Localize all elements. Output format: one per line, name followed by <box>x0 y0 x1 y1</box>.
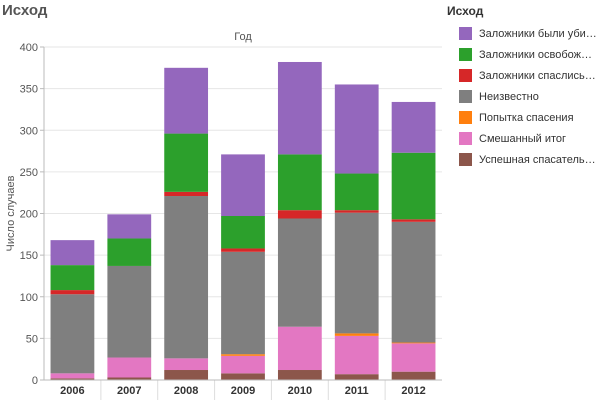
legend-label-escaped: Заложники спаслись бе.. <box>479 69 597 82</box>
x-tick-label-2010: 2010 <box>288 385 312 397</box>
bar-2006-killed[interactable] <box>50 240 95 266</box>
legend: Исход Заложники были убиты Заложники осв… <box>445 4 598 170</box>
legend-label-killed: Заложники были убиты <box>479 27 597 40</box>
bar-2009-killed[interactable] <box>221 154 265 216</box>
legend-item-attempt[interactable]: Попытка спасения <box>445 107 598 128</box>
bar-2007-unknown[interactable] <box>107 265 152 358</box>
legend-label-success: Успешная спасательна.. <box>479 153 597 166</box>
y-tick-label: 400 <box>20 42 38 54</box>
bar-2012-success[interactable] <box>391 371 436 380</box>
legend-title: Исход <box>447 4 484 18</box>
bar-2011-attempt[interactable] <box>334 333 379 336</box>
y-tick-label: 150 <box>20 250 38 262</box>
bar-2009-success[interactable] <box>221 373 265 380</box>
bar-2011-unknown[interactable] <box>334 212 379 334</box>
bar-2008-success[interactable] <box>164 370 209 380</box>
bar-2007-killed[interactable] <box>107 214 152 239</box>
legend-label-attempt: Попытка спасения <box>479 111 574 124</box>
bar-2008-mixed[interactable] <box>164 358 209 371</box>
x-axis-ticks: 2006 2007 2008 2009 2010 2011 2012 <box>60 380 426 400</box>
bar-2008-unknown[interactable] <box>164 196 209 359</box>
x-tick-label-2006: 2006 <box>60 385 84 397</box>
y-tick-label: 0 <box>32 375 38 387</box>
y-tick-label: 200 <box>20 209 38 221</box>
bar-2010-unknown[interactable] <box>277 218 322 327</box>
y-axis-label: Число случаев <box>5 175 17 251</box>
legend-swatch-success <box>459 153 472 166</box>
bar-2006-mixed[interactable] <box>50 373 95 379</box>
bar-2008-killed[interactable] <box>164 67 209 134</box>
bar-2006-success[interactable] <box>50 378 95 380</box>
bars <box>50 61 436 380</box>
x-tick-label-2012: 2012 <box>401 385 425 397</box>
stacked-bar-chart: Год Число случаев 0 50 100 150 200 250 300 350 4… <box>5 31 442 400</box>
x-tick-label-2011: 2011 <box>345 385 369 397</box>
legend-item-mixed[interactable]: Смешанный итог <box>445 128 598 149</box>
bar-2006-freed[interactable] <box>50 265 95 291</box>
legend-swatch-mixed <box>459 132 472 145</box>
bar-2012-escaped[interactable] <box>391 219 436 222</box>
bar-2006-escaped[interactable] <box>50 290 95 295</box>
y-tick-label: 100 <box>20 292 38 304</box>
legend-label-mixed: Смешанный итог <box>479 132 567 145</box>
legend-swatch-killed <box>459 27 472 40</box>
bar-2012-killed[interactable] <box>391 101 436 153</box>
legend-item-freed[interactable]: Заложники освобожден.. <box>445 44 598 65</box>
chart-title: Год <box>234 31 252 43</box>
legend-swatch-attempt <box>459 111 472 124</box>
bar-2010-success[interactable] <box>277 370 322 380</box>
bar-2010-freed[interactable] <box>277 154 322 211</box>
y-axis-ticks: 0 50 100 150 200 250 300 350 400 <box>20 42 44 387</box>
bar-2012-freed[interactable] <box>391 152 436 220</box>
bar-2007-freed[interactable] <box>107 238 152 266</box>
bar-2010-killed[interactable] <box>277 61 322 155</box>
bar-2010-escaped[interactable] <box>277 210 322 219</box>
y-tick-label: 50 <box>26 333 38 345</box>
bar-2009-mixed[interactable] <box>221 355 265 374</box>
bar-2011-success[interactable] <box>334 374 379 380</box>
bar-2008-escaped[interactable] <box>164 191 209 197</box>
legend-swatch-freed <box>459 48 472 61</box>
legend-item-unknown[interactable]: Неизвестно <box>445 86 598 107</box>
bar-2009-unknown[interactable] <box>221 251 265 355</box>
legend-item-success[interactable]: Успешная спасательна.. <box>445 149 598 170</box>
bar-2008-freed[interactable] <box>164 133 209 192</box>
bar-2011-killed[interactable] <box>334 84 379 174</box>
legend-swatch-escaped <box>459 69 472 82</box>
legend-label-freed: Заложники освобожден.. <box>479 48 597 61</box>
bar-2009-escaped[interactable] <box>221 248 265 252</box>
bar-2012-unknown[interactable] <box>391 221 436 343</box>
bar-2009-attempt[interactable] <box>221 354 265 356</box>
bar-2007-mixed[interactable] <box>107 357 152 378</box>
x-tick-label-2007: 2007 <box>117 385 141 397</box>
bar-2009-freed[interactable] <box>221 215 265 249</box>
bar-2012-mixed[interactable] <box>391 343 436 372</box>
bar-2006-unknown[interactable] <box>50 294 95 374</box>
y-tick-label: 300 <box>20 125 38 137</box>
bar-2011-mixed[interactable] <box>334 335 379 375</box>
bar-2010-mixed[interactable] <box>277 326 322 371</box>
legend-item-killed[interactable]: Заложники были убиты <box>445 23 598 44</box>
legend-item-escaped[interactable]: Заложники спаслись бе.. <box>445 65 598 86</box>
bar-2011-escaped[interactable] <box>334 210 379 213</box>
legend-swatch-unknown <box>459 90 472 103</box>
bar-2011-freed[interactable] <box>334 173 379 211</box>
bar-2007-success[interactable] <box>107 377 152 380</box>
x-tick-label-2008: 2008 <box>174 385 198 397</box>
page-title: Исход <box>2 2 48 19</box>
legend-label-unknown: Неизвестно <box>479 90 539 103</box>
bar-2012-attempt[interactable] <box>391 342 436 344</box>
y-tick-label: 250 <box>20 167 38 179</box>
y-tick-label: 350 <box>20 84 38 96</box>
x-tick-label-2009: 2009 <box>231 385 255 397</box>
